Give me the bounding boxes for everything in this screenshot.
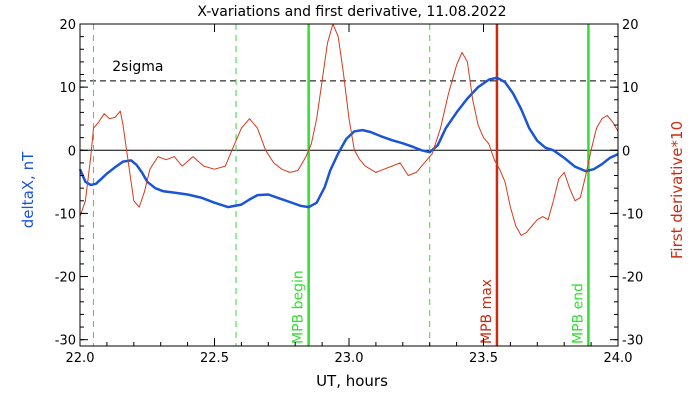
y-tick-label-right: 0 — [622, 144, 630, 159]
y-tick-label-left: -30 — [55, 334, 76, 349]
x-tick-label: 22.0 — [66, 351, 95, 366]
x-tick-label: 23.0 — [335, 351, 364, 366]
y-tick-label-right: -30 — [622, 334, 643, 349]
y-tick-label-left: 20 — [59, 18, 76, 33]
y-tick-label-right: 10 — [622, 81, 639, 96]
x-tick-label: 22.5 — [200, 351, 229, 366]
y-axis-label-left: deltaX, nT — [19, 151, 37, 228]
plot-area: 2sigma MPB begin MPB max MPB end 22.0 22.5 23.… — [55, 18, 643, 366]
x-tick-label: 23.5 — [469, 351, 498, 366]
y-tick-label-right: -20 — [622, 271, 643, 286]
marker-label: MPB end — [570, 283, 586, 344]
chart-title: X-variations and first derivative, 11.08… — [197, 4, 506, 20]
x-tick-label: 24.0 — [604, 351, 633, 366]
deltax-series-line — [78, 76, 619, 209]
y-tick-label-left: -10 — [55, 207, 76, 222]
derivative-series-line — [79, 23, 619, 236]
sigma-label: 2sigma — [112, 59, 163, 75]
y-axis-label-right: First derivative*10 — [668, 121, 686, 259]
marker-label: MPB max — [479, 279, 495, 344]
y-tick-label-right: 20 — [622, 18, 639, 33]
y-tick-label-left: -20 — [55, 271, 76, 286]
y-tick-label-left: 10 — [59, 81, 76, 96]
marker-label: MPB begin — [291, 270, 307, 344]
x-axis-label: UT, hours — [316, 372, 388, 390]
y-tick-label-left: 0 — [68, 144, 76, 159]
y-tick-label-right: -10 — [622, 207, 643, 222]
